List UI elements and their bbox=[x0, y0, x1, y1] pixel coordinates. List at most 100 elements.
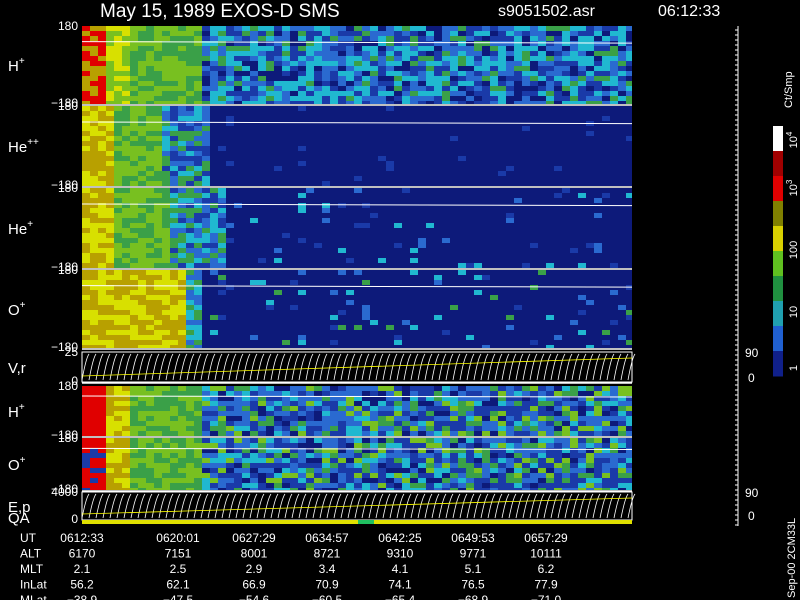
spectrogram-cell bbox=[602, 81, 610, 86]
spectrogram-cell bbox=[514, 101, 522, 104]
spectrogram-cell bbox=[530, 91, 538, 96]
spectrogram-cell bbox=[466, 300, 474, 305]
spectrogram-cell bbox=[82, 46, 90, 51]
spectrogram-cell bbox=[370, 228, 378, 233]
spectrogram-cell bbox=[330, 426, 338, 431]
spectrogram-cell bbox=[394, 340, 402, 345]
spectrogram-cell bbox=[218, 146, 226, 151]
spectrogram-cell bbox=[242, 76, 250, 81]
spectrogram-cell bbox=[386, 181, 394, 186]
spectrogram-cell bbox=[402, 36, 410, 41]
spectrogram-cell bbox=[90, 151, 98, 156]
spectrogram-cell bbox=[458, 238, 466, 243]
spectrogram-cell bbox=[226, 131, 234, 136]
spectrogram-cell bbox=[370, 290, 378, 295]
spectrogram-cell bbox=[458, 305, 466, 310]
spectrogram-cell bbox=[242, 161, 250, 166]
spectrogram-cell bbox=[122, 345, 130, 348]
spectrogram-cell bbox=[546, 315, 554, 320]
spectrogram-cell bbox=[530, 300, 538, 305]
spectrogram-cell bbox=[626, 243, 632, 248]
spectrogram-cell bbox=[186, 181, 194, 186]
spectrogram-cell bbox=[242, 91, 250, 96]
spectrogram-cell bbox=[138, 111, 146, 116]
spectrogram-cell bbox=[242, 233, 250, 238]
spectrogram-cell bbox=[202, 345, 210, 348]
spectrogram-cell bbox=[122, 131, 130, 136]
spectrogram-cell bbox=[226, 86, 234, 91]
spectrogram-cell bbox=[490, 188, 498, 193]
spectrogram-cell bbox=[98, 51, 106, 56]
spectrogram-cell bbox=[354, 258, 362, 263]
spectrogram-cell bbox=[354, 136, 362, 141]
spectrogram-cell bbox=[122, 258, 130, 263]
spectrogram-cell bbox=[218, 101, 226, 104]
spectrogram-cell bbox=[562, 330, 570, 335]
spectrogram-cell bbox=[554, 300, 562, 305]
spectrogram-cell bbox=[130, 263, 138, 268]
spectrogram-cell bbox=[98, 61, 106, 66]
spectrogram-cell bbox=[618, 305, 626, 310]
spectrogram-cell bbox=[570, 116, 578, 121]
spectrogram-cell bbox=[138, 295, 146, 300]
spectrogram-cell bbox=[442, 218, 450, 223]
spectrogram-cell bbox=[554, 213, 562, 218]
spectrogram-cell bbox=[154, 181, 162, 186]
spectrogram-cell bbox=[418, 401, 426, 406]
spectrogram-cell bbox=[354, 315, 362, 320]
spectrogram-cell bbox=[274, 96, 282, 101]
spectrogram-cell bbox=[362, 161, 370, 166]
spectrogram-cell bbox=[314, 411, 322, 416]
spectrogram-cell bbox=[378, 131, 386, 136]
spectrogram-cell bbox=[442, 411, 450, 416]
spectrogram-cell bbox=[570, 320, 578, 325]
spectrogram-cell bbox=[258, 26, 266, 31]
spectrogram-cell bbox=[234, 126, 242, 131]
spectrogram-cell bbox=[450, 401, 458, 406]
spectrogram-cell bbox=[474, 295, 482, 300]
spectrogram-cell bbox=[194, 51, 202, 56]
spectrogram-cell bbox=[98, 426, 106, 431]
spectrogram-cell bbox=[306, 76, 314, 81]
spectrogram-cell bbox=[458, 181, 466, 186]
spectrogram-cell bbox=[298, 263, 306, 268]
spectrogram-cell bbox=[266, 391, 274, 396]
spectrogram-cell bbox=[282, 345, 290, 348]
spectrogram-cell bbox=[306, 315, 314, 320]
spectrogram-cell bbox=[322, 81, 330, 86]
spectrogram-cell bbox=[330, 136, 338, 141]
spectrogram-cell bbox=[538, 188, 546, 193]
spectrogram-cell bbox=[170, 285, 178, 290]
spectrogram-cell bbox=[346, 198, 354, 203]
spectrogram-cell bbox=[370, 310, 378, 315]
spectrogram-cell bbox=[618, 238, 626, 243]
spectrogram-cell bbox=[554, 253, 562, 258]
spectrogram-cell bbox=[594, 218, 602, 223]
spectrogram-cell bbox=[546, 151, 554, 156]
spectrogram-cell bbox=[138, 258, 146, 263]
spectrogram-cell bbox=[122, 391, 130, 396]
spectrogram-cell bbox=[626, 330, 632, 335]
spectrogram-cell bbox=[386, 305, 394, 310]
spectrogram-cell bbox=[122, 96, 130, 101]
spectrogram-cell bbox=[402, 181, 410, 186]
spectrogram-cell bbox=[106, 208, 114, 213]
spectrogram-cell bbox=[618, 233, 626, 238]
spectrogram-cell bbox=[610, 315, 618, 320]
spectrogram-cell bbox=[146, 151, 154, 156]
spectrogram-cell bbox=[386, 176, 394, 181]
spectrogram-cell bbox=[130, 116, 138, 121]
spectrogram-cell bbox=[410, 421, 418, 426]
spectrogram-cell bbox=[274, 248, 282, 253]
spectrogram-cell bbox=[482, 166, 490, 171]
spectrogram-cell bbox=[610, 76, 618, 81]
spectrogram-cell bbox=[250, 86, 258, 91]
spectrogram-cell bbox=[114, 431, 122, 436]
spectrogram-cell bbox=[490, 386, 498, 391]
spectrogram-cell bbox=[82, 290, 90, 295]
spectrogram-cell bbox=[266, 116, 274, 121]
spectrogram-cell bbox=[482, 335, 490, 340]
spectrogram-cell bbox=[410, 31, 418, 36]
spectrogram-cell bbox=[138, 426, 146, 431]
spectrogram-cell bbox=[274, 31, 282, 36]
